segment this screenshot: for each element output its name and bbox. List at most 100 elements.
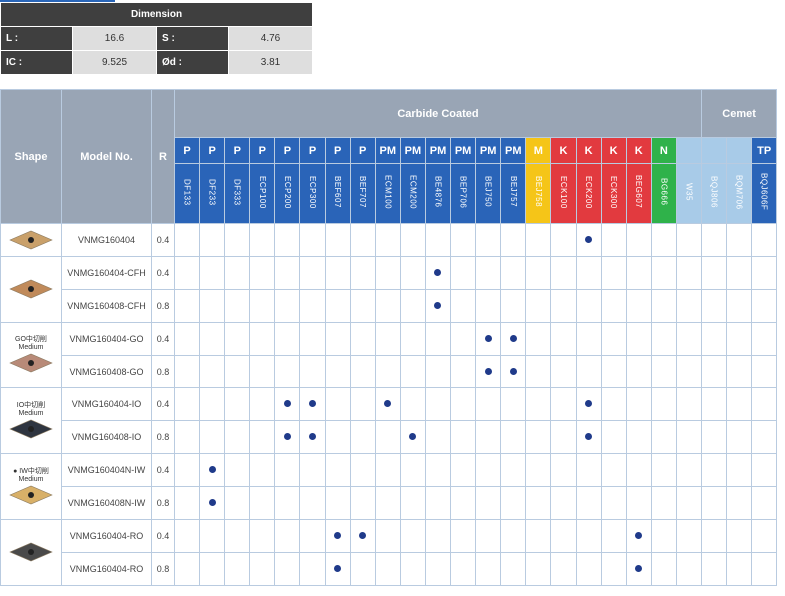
grade-availability-cell: [199, 486, 226, 521]
grade-availability-cell: [675, 519, 702, 553]
grade-availability-cell: [450, 321, 477, 356]
grade-label: BEJ757: [508, 176, 518, 208]
available-dot-icon: [409, 433, 417, 441]
grade-availability-cell: [274, 223, 301, 257]
model-number: VNMG160408N-IW: [61, 486, 152, 521]
grade-availability-cell: [173, 519, 201, 553]
dim-value: 3.81: [228, 50, 313, 75]
grade-availability-cell: [625, 321, 652, 356]
grade-availability-cell: [349, 387, 376, 422]
model-number: VNMG160404-RO: [61, 551, 152, 586]
grade-availability-cell: [173, 387, 201, 422]
grade-availability-cell: [575, 519, 602, 553]
grade-availability-cell: [726, 223, 753, 257]
grade-availability-cell: [173, 453, 201, 488]
grade-availability-cell: [726, 519, 753, 553]
table-row: VNMG160408-IO 0.8: [1, 420, 778, 455]
model-number: VNMG160404-IO: [61, 387, 152, 422]
available-dot-icon: [434, 301, 442, 309]
grade-label: BEG607: [634, 175, 644, 209]
grade-availability-cell: [274, 321, 301, 356]
shape-image: IO中切削 Medium: [2, 402, 61, 440]
grade-availability-cell: [700, 453, 728, 488]
grade-availability-cell: [424, 321, 452, 356]
grade-availability-cell: [500, 288, 527, 323]
grade-cell: BQJ606F: [751, 163, 778, 224]
grade-availability-cell: [500, 551, 527, 586]
grade-availability-cell: [249, 288, 276, 323]
grade-availability-cell: [224, 288, 251, 323]
grade-availability-cell: [500, 255, 527, 290]
grade-availability-cell: [625, 255, 652, 290]
grade-availability-cell: [675, 321, 702, 356]
black-insert-icon: [9, 543, 53, 562]
grade-label: BEJ750: [483, 176, 493, 208]
grade-cell: ECM200: [399, 163, 426, 224]
shape-note: Medium: [18, 344, 44, 352]
shape-cell: IO中切削 Medium: [0, 387, 62, 455]
shape-cell: ● IW中切削 Medium: [0, 453, 62, 521]
available-dot-icon: [585, 433, 593, 441]
model-number: VNMG160408-GO: [61, 354, 152, 389]
grade-availability-cell: [675, 486, 702, 521]
table-row: ● IW中切削 Medium VNMG160404N-IW 0.4: [0, 453, 778, 521]
grade-availability-cell: [751, 321, 778, 356]
grade-availability-cell: [550, 486, 577, 521]
available-dot-icon: [334, 531, 342, 539]
grade-availability-cell: [650, 551, 677, 586]
available-dot-icon: [585, 400, 593, 408]
class-cell: [700, 137, 728, 164]
grade-availability-cell: [550, 223, 577, 257]
available-dot-icon: [509, 334, 517, 342]
grade-availability-cell: [600, 420, 627, 455]
grade-availability-cell: [424, 255, 452, 290]
grade-cell: ECP300: [299, 163, 326, 224]
grade-availability-cell: [324, 255, 351, 290]
yellow-insert-icon: [9, 485, 53, 504]
class-cell: PM: [374, 137, 401, 164]
grade-availability-cell: [550, 321, 577, 356]
grade-availability-cell: [224, 387, 251, 422]
class-cell: K: [575, 137, 602, 164]
dim-value: 4.76: [228, 26, 313, 51]
grade-availability-cell: [224, 551, 251, 586]
grade-availability-cell: [424, 288, 452, 323]
table-row: VNMG160404 0.4: [0, 223, 778, 257]
grade-availability-cell: [675, 420, 702, 455]
grade-availability-cell: [450, 387, 477, 422]
class-cell: TP: [751, 137, 778, 164]
grade-availability-cell: [726, 453, 753, 488]
grade-availability-cell: [675, 354, 702, 389]
grade-table: Shape Model No. R Carbide Coated Cemet P P P P P P…: [0, 89, 778, 586]
grade-availability-cell: [349, 420, 376, 455]
available-dot-icon: [484, 334, 492, 342]
shape-image: [2, 541, 61, 563]
radius-value: 0.8: [151, 551, 175, 586]
bronze-insert-icon: [9, 279, 53, 299]
model-number: VNMG160404-RO: [61, 519, 152, 553]
grade-availability-cell: [700, 321, 728, 356]
grade-availability-cell: [450, 551, 477, 586]
grade-availability-cell: [374, 551, 401, 586]
available-dot-icon: [283, 400, 291, 408]
table-row: VNMG160404-RO 0.8: [1, 551, 778, 586]
dim-label: Ød :: [156, 50, 229, 75]
available-dot-icon: [208, 499, 216, 507]
grade-availability-cell: [575, 223, 602, 257]
carbide-coated-header: Carbide Coated: [174, 89, 702, 138]
grade-availability-cell: [525, 486, 552, 521]
grade-label: ECK200: [584, 175, 594, 209]
grade-availability-cell: [324, 420, 351, 455]
grade-availability-cell: [224, 453, 251, 488]
grade-label: BEF707: [358, 176, 368, 208]
r-header: R: [151, 89, 175, 224]
radius-value: 0.4: [151, 255, 175, 290]
grade-availability-cell: [349, 255, 376, 290]
grade-availability-cell: [274, 519, 301, 553]
grade-cell: BEF707: [349, 163, 376, 224]
grade-availability-cell: [173, 420, 201, 455]
grade-availability-cell: [675, 223, 702, 257]
class-cell: K: [625, 137, 652, 164]
grade-label: ECK100: [558, 175, 568, 209]
grade-availability-cell: [550, 354, 577, 389]
